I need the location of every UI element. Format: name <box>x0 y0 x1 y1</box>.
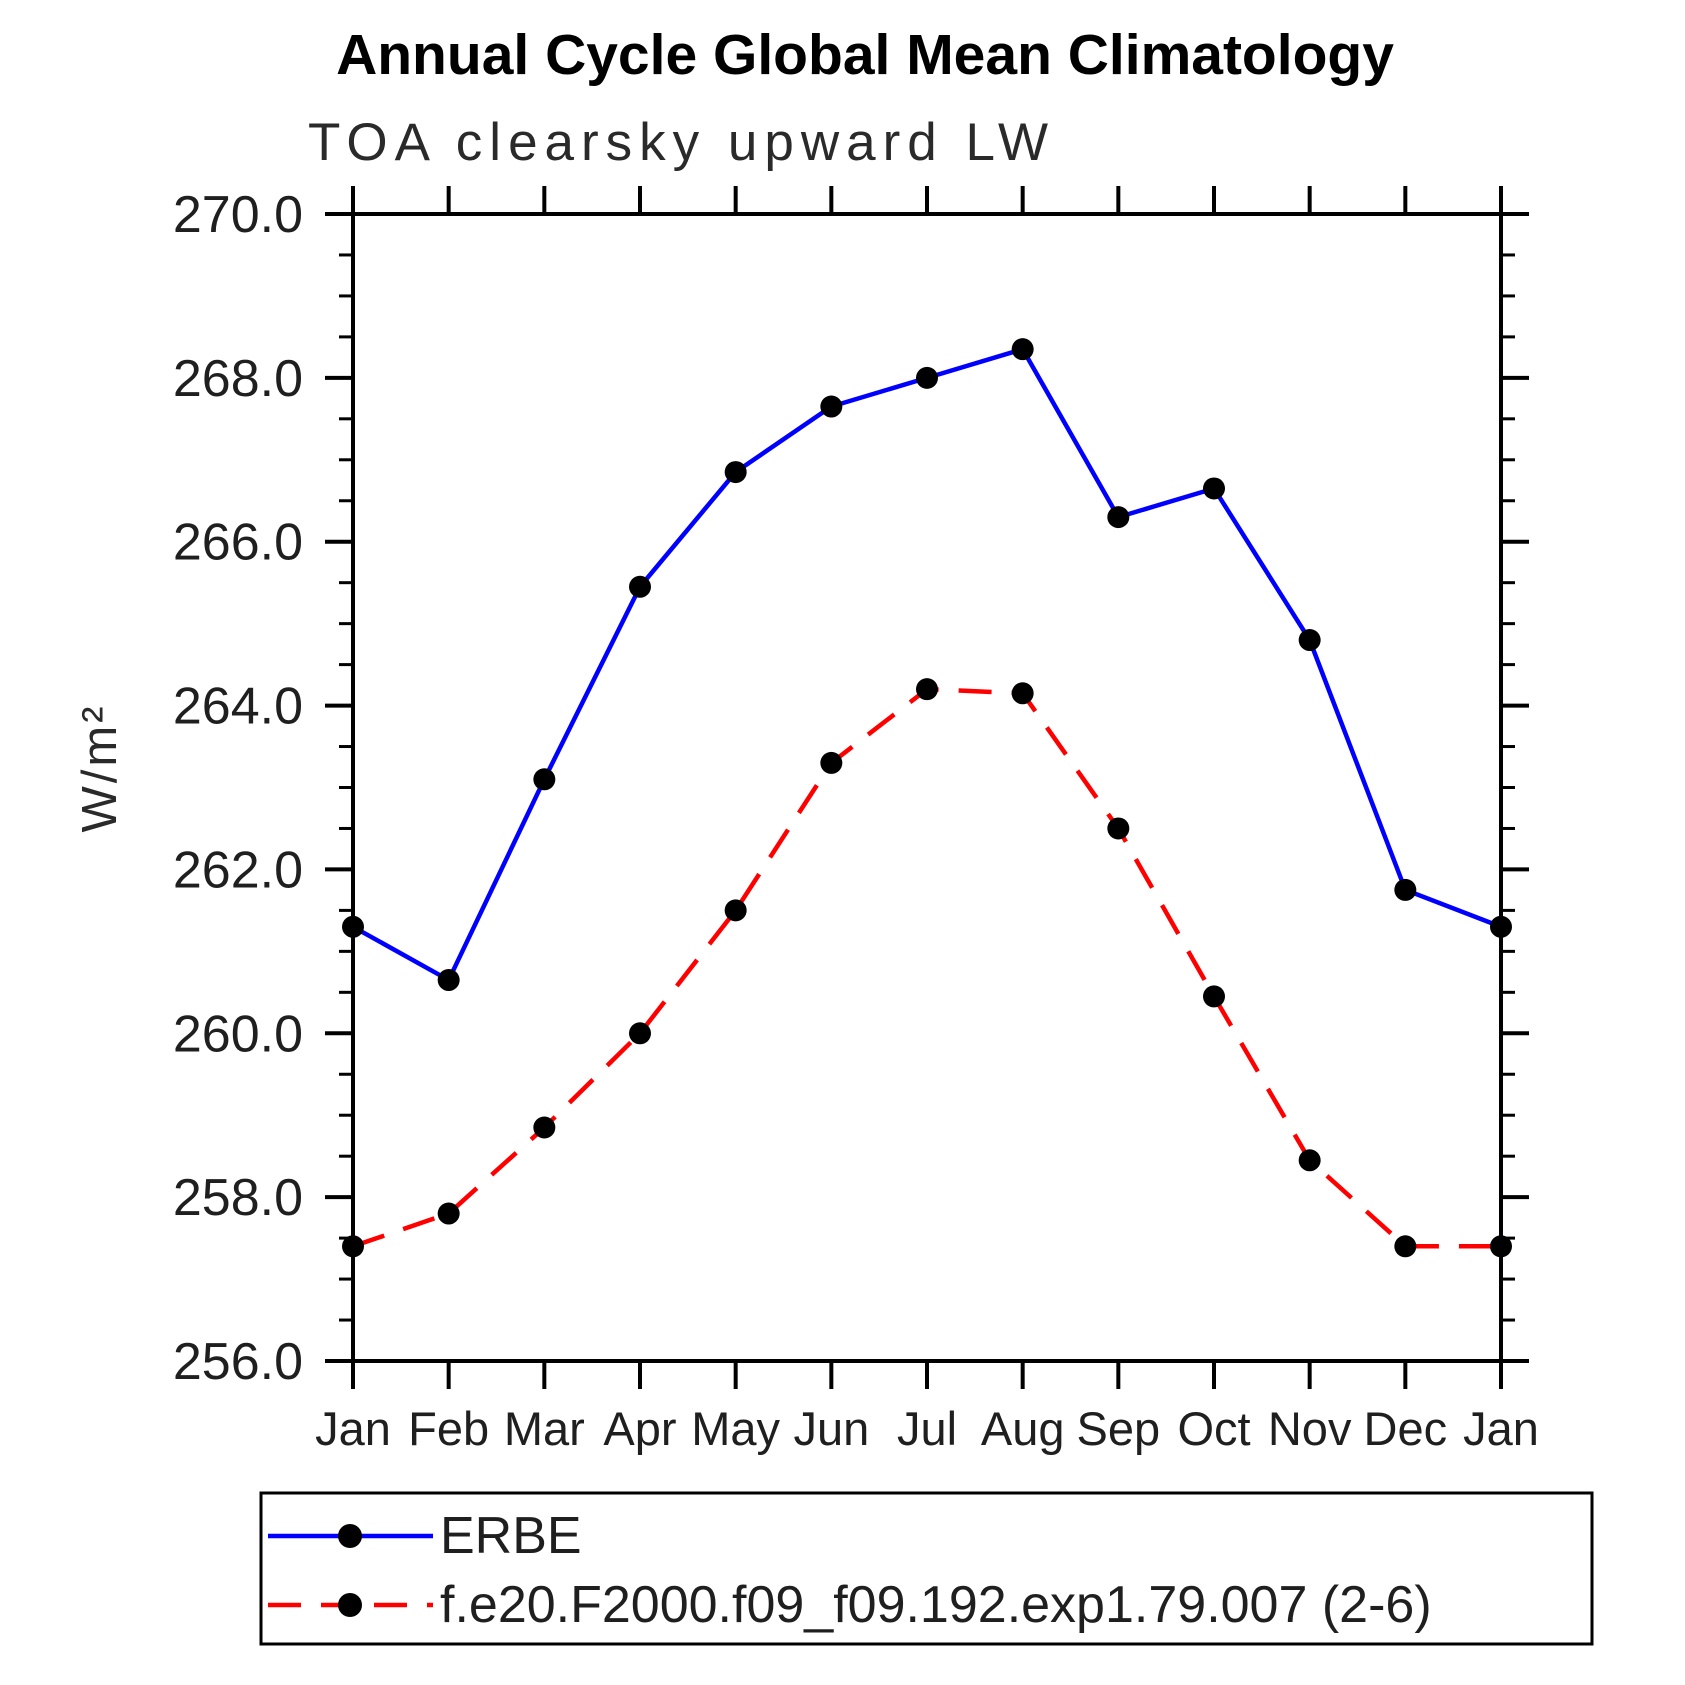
data-point-marker <box>1011 682 1034 705</box>
data-point-marker <box>1298 629 1321 652</box>
data-point-marker <box>342 915 364 938</box>
legend-label: ERBE <box>440 1507 582 1565</box>
y-tick-label: 256.0 <box>173 1333 303 1391</box>
series-line-0 <box>351 346 1502 984</box>
data-point-marker <box>1203 477 1225 500</box>
data-point-marker <box>437 1202 460 1225</box>
data-point-marker <box>629 575 651 598</box>
data-point-marker <box>1394 1235 1417 1258</box>
x-tick-label: Sep <box>1077 1402 1161 1455</box>
y-tick-label: 266.0 <box>173 514 303 572</box>
data-point-marker <box>724 461 747 484</box>
data-point-marker <box>533 1116 556 1139</box>
data-point-marker <box>820 751 843 774</box>
plot-border <box>351 212 1503 1363</box>
data-point-marker <box>1394 878 1417 901</box>
legend-box <box>259 1491 1594 1646</box>
data-point-marker <box>437 969 460 992</box>
x-tick-label: Jul <box>897 1402 957 1455</box>
data-point-marker <box>1490 915 1512 938</box>
x-tick-label: Dec <box>1364 1402 1448 1455</box>
x-tick-label: Mar <box>504 1402 585 1455</box>
y-axis-label: W/m² <box>73 703 127 833</box>
x-tick-label: Jun <box>793 1402 869 1455</box>
x-tick-label: Apr <box>603 1402 676 1455</box>
data-point-marker <box>1298 1149 1321 1172</box>
data-point-marker <box>1203 985 1225 1008</box>
x-tick-label: Oct <box>1177 1402 1250 1455</box>
data-point-marker <box>629 1022 651 1045</box>
chart-title: Annual Cycle Global Mean Climatology <box>336 23 1394 87</box>
data-point-marker <box>724 899 747 922</box>
data-point-marker <box>533 768 556 791</box>
y-tick-label: 258.0 <box>173 1169 303 1227</box>
y-tick-label: 268.0 <box>173 350 303 408</box>
x-tick-label: Nov <box>1268 1402 1352 1455</box>
x-tick-label: Aug <box>981 1402 1065 1455</box>
x-tick-label: Feb <box>408 1402 489 1455</box>
data-point-marker <box>820 395 843 418</box>
y-tick-label: 262.0 <box>173 841 303 899</box>
y-tick-label: 270.0 <box>173 186 303 244</box>
x-tick-label: Jan <box>315 1402 391 1455</box>
x-tick-label: May <box>691 1402 780 1455</box>
chart-subtitle: TOA clearsky upward LW <box>308 113 1056 172</box>
y-tick-label: 260.0 <box>173 1005 303 1063</box>
legend-marker <box>338 1593 362 1617</box>
legend-label: f.e20.F2000.f09_f09.192.exp1.79.007 (2-6… <box>440 1576 1432 1634</box>
series-line-1 <box>352 686 1501 1249</box>
data-point-marker <box>1490 1235 1512 1258</box>
data-point-marker <box>1011 338 1034 361</box>
x-tick-label: Jan <box>1463 1402 1539 1455</box>
legend-marker <box>338 1524 362 1548</box>
data-point-marker <box>342 1235 364 1258</box>
data-point-marker <box>916 678 938 701</box>
data-point-marker <box>1107 817 1130 840</box>
y-tick-label: 264.0 <box>173 678 303 736</box>
data-point-marker <box>1107 506 1130 529</box>
data-point-marker <box>916 366 938 389</box>
